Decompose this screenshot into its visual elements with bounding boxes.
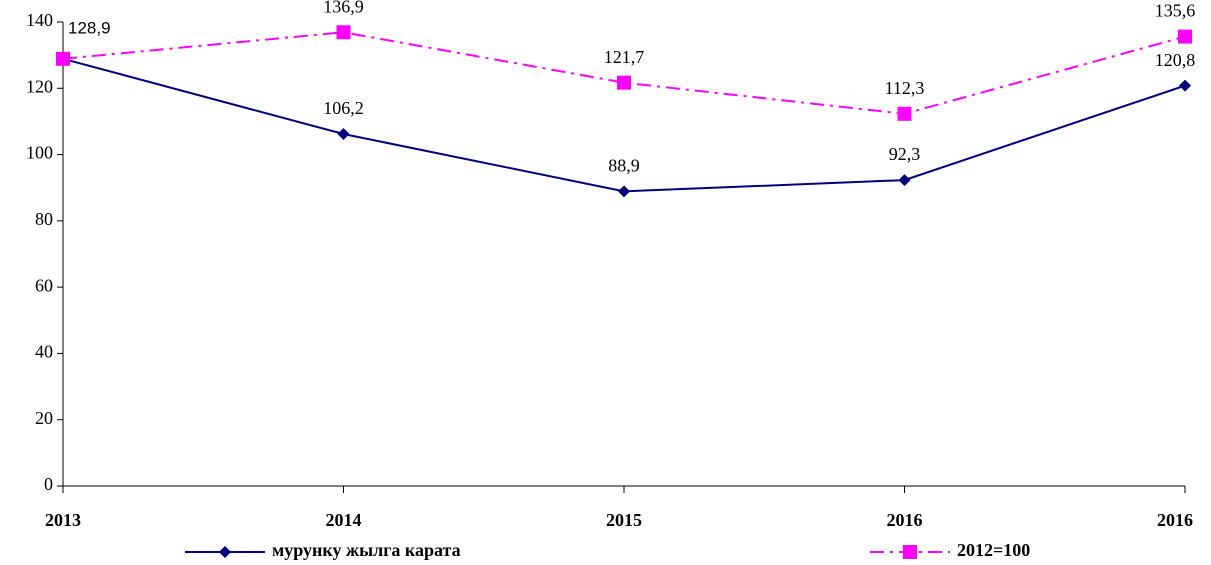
legend-label: 2012=100: [957, 540, 1030, 560]
y-tick-label: 40: [35, 342, 53, 362]
y-tick-label: 0: [44, 474, 53, 494]
point: [617, 75, 631, 90]
x-tick-label: 2013: [45, 510, 81, 530]
point: [1178, 29, 1192, 44]
data-label: 136,9: [323, 0, 364, 16]
series-line: [62, 31, 1186, 115]
legend-marker: [219, 546, 231, 558]
data-label: 135,6: [1155, 1, 1196, 21]
point: [1179, 79, 1191, 92]
x-tick-label: 2016: [887, 510, 923, 530]
point: [898, 174, 911, 187]
data-label: 112,3: [885, 78, 925, 98]
y-tick-label: 80: [35, 209, 53, 229]
y-tick-label: 20: [35, 408, 53, 428]
point: [618, 185, 630, 198]
data-label: 120,8: [1155, 50, 1196, 70]
point: [897, 106, 912, 121]
point: [336, 25, 351, 40]
legend-label: мурунку жылга карата: [272, 540, 461, 560]
y-tick-label: 100: [26, 143, 53, 163]
x-tick-label: 2015: [606, 510, 642, 530]
data-label: 128,9: [68, 18, 111, 37]
legend-marker: [903, 545, 917, 559]
y-tick-label: 120: [26, 76, 53, 96]
x-tick-label: 2014: [326, 510, 362, 530]
y-tick-label: 140: [26, 10, 53, 30]
x-tick-label: 2016: [1157, 510, 1193, 530]
data-label: 106,2: [323, 98, 364, 118]
y-tick-label: 60: [35, 275, 53, 295]
point: [56, 51, 70, 66]
data-label: 88,9: [608, 155, 640, 175]
point: [337, 128, 350, 141]
data-label: 121,7: [604, 47, 645, 67]
data-label: 92,3: [889, 144, 921, 164]
